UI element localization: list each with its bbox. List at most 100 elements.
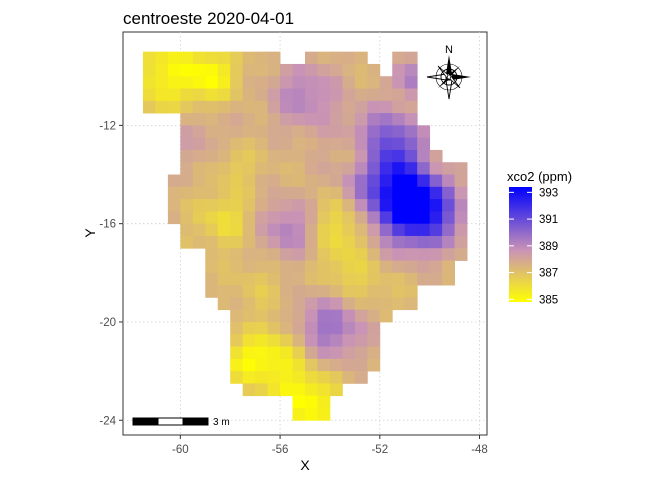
heatmap-cell [417,125,431,139]
heatmap-cell [255,358,269,372]
heatmap-cell [217,149,231,163]
heatmap-cell [317,211,331,225]
heatmap-cell [230,358,244,372]
legend-title: xco2 (ppm) [507,169,572,184]
heatmap-cell [429,199,443,212]
heatmap-cell [255,100,269,114]
heatmap-cell [305,395,318,409]
heatmap-cell [417,149,431,163]
y-tick-label: -12 [99,120,116,132]
heatmap-cell [267,235,281,249]
heatmap-cell [292,248,306,261]
heatmap-cell [429,235,443,249]
x-tick-label: -48 [471,444,488,456]
heatmap-cell [292,285,306,298]
heatmap-cell [267,125,281,139]
heatmap-cell [230,137,244,151]
heatmap-cell [329,125,343,139]
heatmap-cell [317,297,331,311]
heatmap-cell [267,88,281,102]
heatmap-cell [317,407,331,421]
heatmap-cell [267,248,281,261]
heatmap-cell [305,149,318,163]
heatmap-cell [280,223,293,237]
heatmap-cell [329,334,343,347]
heatmap-cell [404,88,418,102]
heatmap-cell [454,199,468,212]
heatmap-cell [192,162,206,175]
heatmap-cell [242,371,256,384]
heatmap-cell [142,76,156,89]
heatmap-cell [342,162,356,175]
heatmap-cell [192,125,206,139]
heatmap-cell [354,260,368,274]
heatmap-cell [392,149,406,163]
heatmap-cell [230,285,244,298]
heatmap-cell [180,186,194,200]
heatmap-cell [230,186,244,200]
heatmap-cell [317,248,331,261]
heatmap-cell [342,248,356,261]
heatmap-cell [267,162,281,175]
heatmap-cell [392,285,406,298]
heatmap-cell [305,100,318,114]
heatmap-cell [404,272,418,286]
heatmap-cell [367,88,381,102]
heatmap-cell [267,113,281,126]
heatmap-cell [305,88,318,102]
heatmap-cell [205,272,219,286]
heatmap-cell [292,174,306,188]
heatmap-cell [329,235,343,249]
heatmap-cell [217,113,231,126]
heatmap-cell [205,248,219,261]
legend-ticks: 393 391 389 387 385 [509,187,558,306]
heatmap-cell [442,235,455,249]
heatmap-cell [255,260,269,274]
heatmap-cell [442,199,455,212]
heatmap-cell [342,125,356,139]
heatmap-cell [392,51,406,65]
heatmap-cell [442,211,455,225]
heatmap-cell [317,272,331,286]
heatmap-cell [392,76,406,89]
heatmap-cell [329,211,343,225]
heatmap-cell [180,211,194,225]
heatmap-cell [255,76,269,89]
heatmap-cell [205,113,219,126]
heatmap-cell [280,285,293,298]
y-tick-label: -24 [99,415,116,427]
heatmap-cell [317,309,331,323]
heatmap-cell [305,113,318,126]
heatmap-cell [342,309,356,323]
heatmap-cell [354,297,368,311]
heatmap-cell [329,383,343,397]
heatmap-cell [267,383,281,397]
heatmap-cell [342,223,356,237]
heatmap-cell [329,346,343,360]
heatmap-cell [242,383,256,397]
heatmap-cell [404,285,418,298]
heatmap-cell [342,174,356,188]
heatmap-cell [267,63,281,77]
heatmap-cell [255,211,269,225]
heatmap-cell [317,383,331,397]
heatmap-cell [354,125,368,139]
heatmap-cell [305,248,318,261]
heatmap-cell [267,51,281,65]
heatmap-cell [142,88,156,102]
heatmap-cell [317,113,331,126]
heatmap-cell [205,235,219,249]
heatmap-cell [280,100,293,114]
heatmap-cell [292,309,306,323]
heatmap-cell [192,223,206,237]
legend-break-label: 389 [539,241,558,253]
heatmap-cell [379,76,393,89]
heatmap-cell [192,149,206,163]
heatmap-cell [417,174,431,188]
heatmap-cell [305,125,318,139]
heatmap-cell [242,248,256,261]
heatmap-cell [367,346,381,360]
heatmap-cell [167,174,181,188]
heatmap-cell [280,321,293,335]
heatmap-cell [230,235,244,249]
